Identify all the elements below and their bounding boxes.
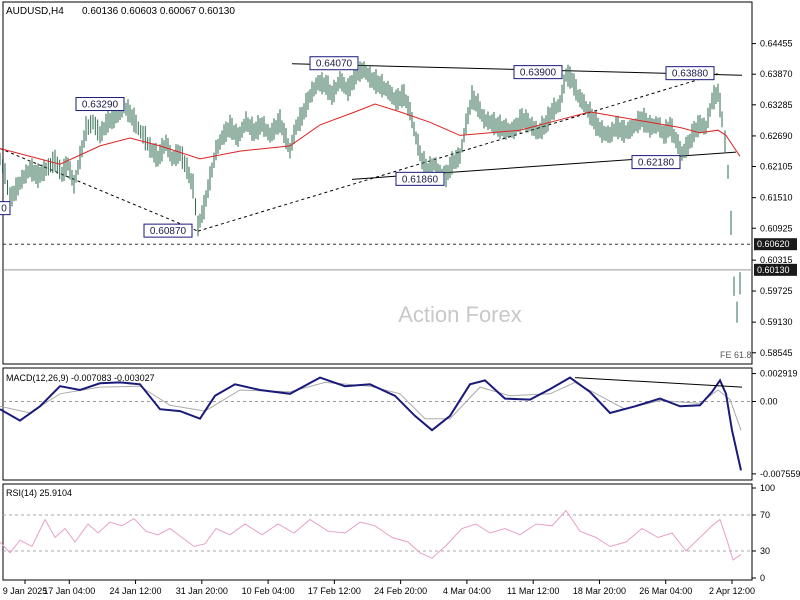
price-tick-label: 0.58545 <box>760 348 793 358</box>
chart-ohlc: 0.60136 0.60603 0.60067 0.60130 <box>82 6 235 17</box>
moving-average-line <box>0 103 741 165</box>
time-tick-label: 31 Jan 20:00 <box>176 586 228 596</box>
price-label-box <box>665 66 715 81</box>
time-tick-label: 9 Jan 2025 <box>3 586 48 596</box>
rsi-title: RSI(14) 25.9104 <box>6 488 72 498</box>
price-marker-label: 0.60620 <box>757 239 790 249</box>
macd-line <box>0 376 742 471</box>
price-tick-label: 0.62105 <box>760 162 793 172</box>
price-label: 0.63900 <box>520 68 557 79</box>
macd-panel <box>2 367 753 481</box>
macd-series <box>0 376 752 471</box>
fibonacci-annotation: FE 61.8 <box>720 350 752 360</box>
macd-trendline <box>574 377 743 388</box>
price-label: 0.63290 <box>82 100 119 111</box>
price-label: 0.61860 <box>402 174 439 185</box>
price-label-box <box>309 56 359 71</box>
time-tick-label: 24 Feb 20:00 <box>374 586 427 596</box>
rsi-panel <box>2 483 753 581</box>
horizontal-levels: 0.60620 0.60130 <box>3 238 797 276</box>
macd-title: MACD(12,26,9) -0.007083 -0.003027 <box>6 373 155 383</box>
rsi-tick-label: 30 <box>760 546 770 556</box>
rsi-axis: 100 70 30 0 <box>752 483 775 583</box>
time-tick-label: 26 Mar 04:00 <box>639 586 692 596</box>
price-tick-label: 0.64455 <box>760 39 793 49</box>
rsi-tick-label: 70 <box>760 510 770 520</box>
price-label-box <box>395 171 445 186</box>
time-tick-label: 24 Jan 12:00 <box>110 586 162 596</box>
rsi-tick-label: 0 <box>760 573 765 583</box>
price-tick-label: 0.62690 <box>760 131 793 141</box>
time-tick-label: 4 Mar 04:00 <box>443 586 491 596</box>
price-label: 0.63880 <box>672 69 709 80</box>
price-axis: 0.64455 0.63870 0.63285 0.62690 0.62105 0.615… <box>752 39 793 358</box>
chart-symbol: AUDUSD,H4 <box>6 6 64 17</box>
macd-tick-label: 0.002919 <box>760 369 798 379</box>
price-tick-label: 0.59725 <box>760 286 793 296</box>
macd-axis: 0.002919 0.00 -0.007559 <box>752 369 800 479</box>
price-tick-label: 0.60315 <box>760 255 793 265</box>
price-label-box <box>75 97 125 112</box>
time-tick-label: 11 Mar 12:00 <box>507 586 559 596</box>
time-tick-label: 2 Apr 12:00 <box>709 586 755 596</box>
price-marker-label: 0.60130 <box>757 265 790 275</box>
price-label: 0.62180 <box>638 158 675 169</box>
macd-signal-line <box>0 381 742 431</box>
price-label: 0.60870 <box>150 226 187 237</box>
price-series <box>0 61 741 323</box>
time-tick-label: 18 Mar 20:00 <box>573 586 626 596</box>
price-label-box <box>0 201 11 216</box>
price-label: 0 <box>1 204 7 215</box>
price-label-box <box>143 223 193 238</box>
price-tick-label: 0.59130 <box>760 317 793 327</box>
price-marker-box <box>754 238 797 251</box>
price-tick-label: 0.61510 <box>760 193 793 203</box>
watermark: Action Forex <box>398 302 522 327</box>
price-label-box <box>631 155 681 170</box>
price-tick-label: 0.63870 <box>760 69 793 79</box>
price-label-box <box>513 65 563 80</box>
price-tick-label: 0.63285 <box>760 100 793 110</box>
macd-tick-label: -0.007559 <box>760 469 800 479</box>
price-tick-label: 0.60925 <box>760 223 793 233</box>
time-tick-label: 17 Feb 12:00 <box>308 586 361 596</box>
macd-tick-label: 0.00 <box>760 397 778 407</box>
time-tick-label: 10 Feb 04:00 <box>242 586 295 596</box>
price-label: 0.64070 <box>316 59 353 70</box>
price-panel <box>2 1 753 365</box>
rsi-line <box>0 509 742 561</box>
rsi-tick-label: 100 <box>760 483 775 493</box>
rsi-series <box>0 509 752 561</box>
time-tick-label: 17 Jan 04:00 <box>43 586 95 596</box>
price-labels: 0.63290 0.60870 0.64070 0.63900 0.63880 0.618… <box>0 56 715 238</box>
price-marker-box <box>754 263 797 276</box>
